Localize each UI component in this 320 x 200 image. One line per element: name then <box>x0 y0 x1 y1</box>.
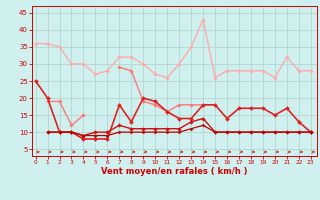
X-axis label: Vent moyen/en rafales ( km/h ): Vent moyen/en rafales ( km/h ) <box>101 167 248 176</box>
